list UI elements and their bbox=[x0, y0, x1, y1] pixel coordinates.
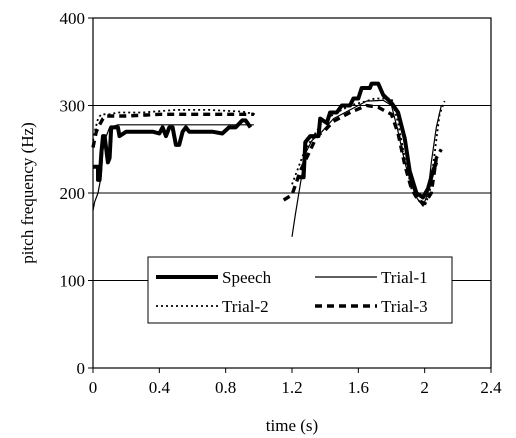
x-tick-label: 0.4 bbox=[149, 378, 171, 397]
x-tick-label: 0 bbox=[89, 378, 98, 397]
series-lines bbox=[91, 81, 446, 237]
x-tick-label: 1.6 bbox=[348, 378, 369, 397]
x-tick-label: 1.2 bbox=[281, 378, 302, 397]
x-axis-title: time (s) bbox=[266, 416, 318, 435]
axis-ticks: 0 100 200 300 400 0 0.4 0.8 1.2 1.6 2 2.4 bbox=[60, 9, 503, 397]
series-line-trial-3 bbox=[282, 103, 443, 206]
series-line-trial-3 bbox=[91, 112, 254, 148]
series-line-trial-2 bbox=[291, 97, 446, 208]
y-tick-label: 200 bbox=[60, 184, 86, 203]
legend-label-trial-2: Trial-2 bbox=[222, 297, 269, 316]
legend-label-trial-1: Trial-1 bbox=[381, 268, 428, 287]
y-tick-label: 400 bbox=[60, 9, 86, 28]
series-line-trial-1 bbox=[291, 99, 442, 237]
y-tick-label: 100 bbox=[60, 272, 86, 291]
y-axis-title: pitch frequency (Hz) bbox=[18, 122, 37, 264]
x-tick-label: 2.4 bbox=[480, 378, 502, 397]
x-tick-label: 2 bbox=[420, 378, 429, 397]
series-line-speech bbox=[297, 81, 439, 200]
series-line-trial-1 bbox=[92, 124, 254, 211]
x-tick-label: 0.8 bbox=[215, 378, 236, 397]
series-line-speech bbox=[93, 118, 253, 182]
legend-label-trial-3: Trial-3 bbox=[381, 297, 428, 316]
legend-box bbox=[147, 256, 453, 324]
legend-label-speech: Speech bbox=[222, 268, 272, 287]
legend: Speech Trial-1 Trial-2 Trial-3 bbox=[147, 256, 453, 324]
y-tick-label: 0 bbox=[77, 359, 86, 378]
y-tick-label: 300 bbox=[60, 97, 86, 116]
